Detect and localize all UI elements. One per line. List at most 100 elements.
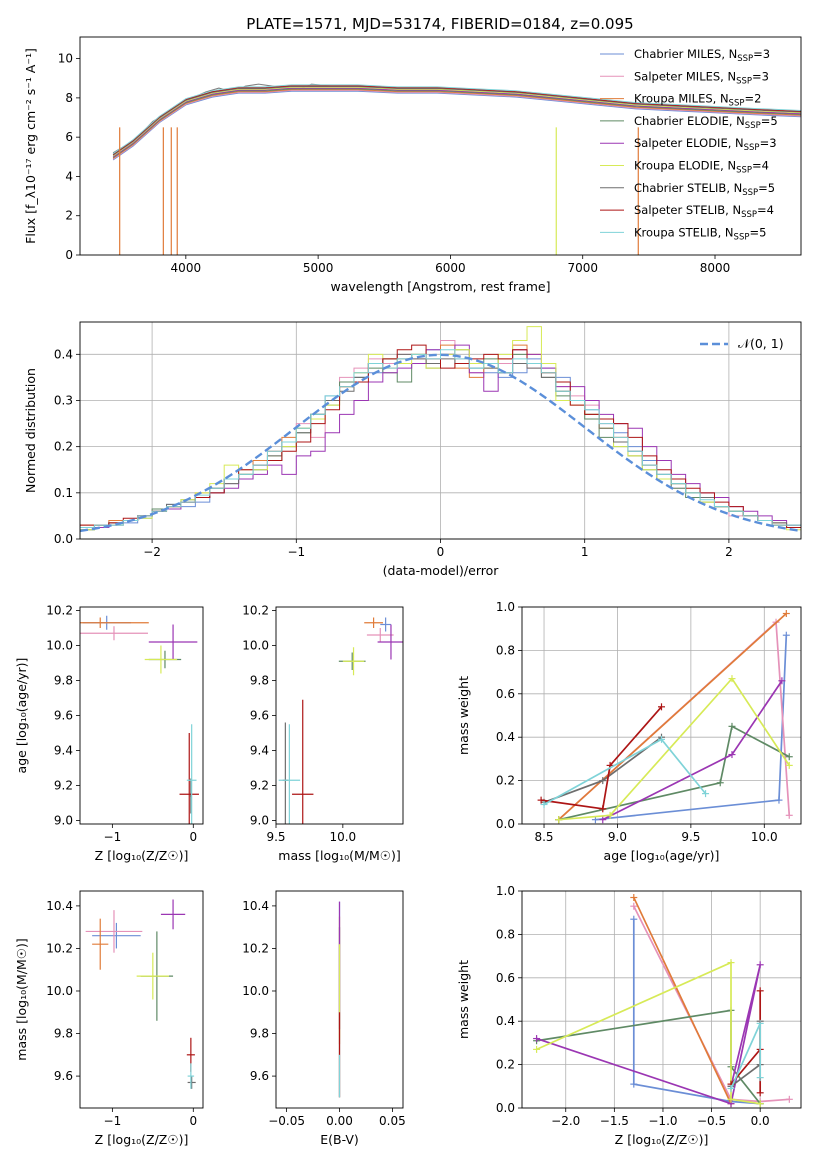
legend-suffix: =2: [744, 92, 761, 106]
axes-frame: [79, 606, 204, 825]
plot-area: [533, 894, 793, 1108]
weight-line: [540, 706, 663, 810]
y-tick-label: 10.0: [242, 984, 269, 998]
y-tick-label: 10.2: [46, 941, 73, 955]
spectrum-model-line: [112, 90, 801, 161]
y-tick-label: 10.4: [46, 899, 73, 913]
axes-frame: [79, 36, 802, 256]
y-tick-label: 6: [65, 130, 73, 144]
axes-frame: [275, 606, 404, 825]
weight-line: [602, 680, 783, 821]
legend-suffix: =5: [749, 225, 766, 239]
y-tick-label: 10.2: [242, 604, 269, 618]
x-tick-label: 0.05: [379, 1114, 406, 1128]
legend-subscript: SSP: [734, 232, 750, 242]
axes-frame: [521, 890, 802, 1109]
x-axis-label: age [log₁₀(age/yr)]: [604, 848, 720, 863]
x-tick-label: −1: [287, 545, 305, 559]
y-tick-label: 0.4: [496, 1014, 515, 1028]
x-tick-label: 0: [189, 1114, 197, 1128]
weight-line: [536, 964, 762, 1105]
y-tick-label: 0.2: [496, 1058, 515, 1072]
plot-area: [278, 617, 403, 824]
y-tick-label: 9.6: [250, 1069, 269, 1083]
x-tick-label: 0: [437, 545, 445, 559]
legend-subscript: SSP: [741, 210, 757, 220]
spectrum-model-line: [112, 85, 801, 155]
y-tick-label: 9.0: [54, 814, 73, 828]
y-tick-label: 9.2: [250, 779, 269, 793]
figure-title: PLATE=1571, MJD=53174, FIBERID=0184, z=0…: [246, 15, 633, 33]
axes-frame: [79, 321, 802, 540]
x-tick-label: 4000: [171, 261, 202, 275]
x-tick-label: 9.5: [681, 830, 700, 844]
spectrum-model-line: [112, 88, 801, 158]
legend-text: Chabrier STELIB, N: [634, 181, 742, 195]
y-tick-label: 9.6: [54, 1069, 73, 1083]
y-tick-label: 4: [65, 169, 73, 183]
y-tick-label: 0: [65, 248, 73, 262]
legend-subscript: SSP: [744, 143, 760, 153]
y-tick-label: 9.8: [54, 1027, 73, 1041]
axes-frame: [521, 606, 802, 825]
x-tick-label: −1: [104, 830, 122, 844]
y-tick-label: 0.2: [496, 774, 515, 788]
legend-subscript: SSP: [737, 54, 753, 64]
y-tick-label: 9.0: [250, 814, 269, 828]
y-tick-label: 2: [65, 209, 73, 223]
x-tick-label: 10.0: [329, 830, 356, 844]
y-tick-label: 0.4: [496, 730, 515, 744]
y-tick-label: 0.0: [54, 532, 73, 546]
legend-text: Salpeter MILES, N: [634, 69, 736, 83]
y-axis-label: Flux [f_λ10⁻¹⁷ erg cm⁻² s⁻¹ A⁻¹]: [23, 48, 38, 244]
weight-line: [632, 919, 761, 1105]
legend-subscript: SSP: [736, 76, 752, 86]
weight-line: [558, 612, 787, 821]
x-tick-label: 6000: [435, 261, 466, 275]
y-tick-label: 0.3: [54, 393, 73, 407]
gaussian-curve: [80, 353, 801, 533]
y-tick-label: 9.4: [54, 744, 73, 758]
y-tick-label: 9.6: [250, 709, 269, 723]
legend-label: 𝒩(0, 1): [738, 336, 784, 351]
y-tick-label: 0.0: [496, 817, 515, 831]
histogram-series: [80, 349, 801, 539]
chart-massweight-vs-age: 8.5 9.0 9.5 10.0 0.0 0.2 0.4 0.6 0.8 1.0 age [log₁…: [456, 600, 802, 863]
spectrum-model-line: [112, 89, 801, 160]
spectrum-model-line: [112, 85, 801, 156]
weight-line: [558, 725, 790, 821]
plot-area: [85, 899, 196, 1089]
y-tick-label: 10.2: [46, 604, 73, 618]
y-tick-label: 0.6: [496, 687, 515, 701]
x-tick-label: 7000: [567, 261, 598, 275]
legend-text: Salpeter STELIB, N: [634, 203, 741, 217]
legend-label: Chabrier ELODIE, NSSP=5: [634, 114, 778, 131]
y-tick-label: 9.4: [250, 744, 269, 758]
x-tick-label: −0.05: [268, 1114, 305, 1128]
chart-spectrum: 4000 5000 6000 7000 8000 0 2 4 6 8 10 wavelength [A…: [23, 36, 802, 294]
legend-suffix: =3: [753, 47, 770, 61]
chart-age-vs-mass: 9.5 10.0 9.0 9.2 9.4 9.6 9.8 10.0 10.2 mass [log₁…: [242, 604, 404, 863]
x-tick-label: 8000: [700, 261, 731, 275]
plot-area: [537, 610, 793, 824]
y-tick-label: 9.2: [54, 779, 73, 793]
y-tick-label: 10: [58, 52, 73, 66]
chart-mass-vs-EBV: −0.05 0.00 0.05 9.6 9.8 10.0 10.2 10.4 E(B-V): [242, 890, 406, 1147]
y-tick-label: 0.8: [496, 927, 515, 941]
plot-area: [112, 83, 801, 255]
legend-text: Kroupa MILES, N: [634, 92, 729, 106]
legend-label: Salpeter MILES, NSSP=3: [634, 69, 769, 86]
y-tick-label: 9.8: [54, 674, 73, 688]
y-tick-label: 10.4: [242, 899, 269, 913]
y-tick-label: 10.0: [242, 639, 269, 653]
legend-text: Salpeter ELODIE, N: [634, 136, 744, 150]
y-tick-label: 0.4: [54, 347, 73, 361]
legend-suffix: =5: [761, 114, 778, 128]
spectrum-model-line: [112, 89, 801, 159]
x-tick-label: −1.0: [648, 1114, 677, 1128]
x-tick-label: −2: [143, 545, 161, 559]
x-tick-label: −1: [104, 1114, 122, 1128]
legend-text: Chabrier MILES, N: [634, 47, 737, 61]
